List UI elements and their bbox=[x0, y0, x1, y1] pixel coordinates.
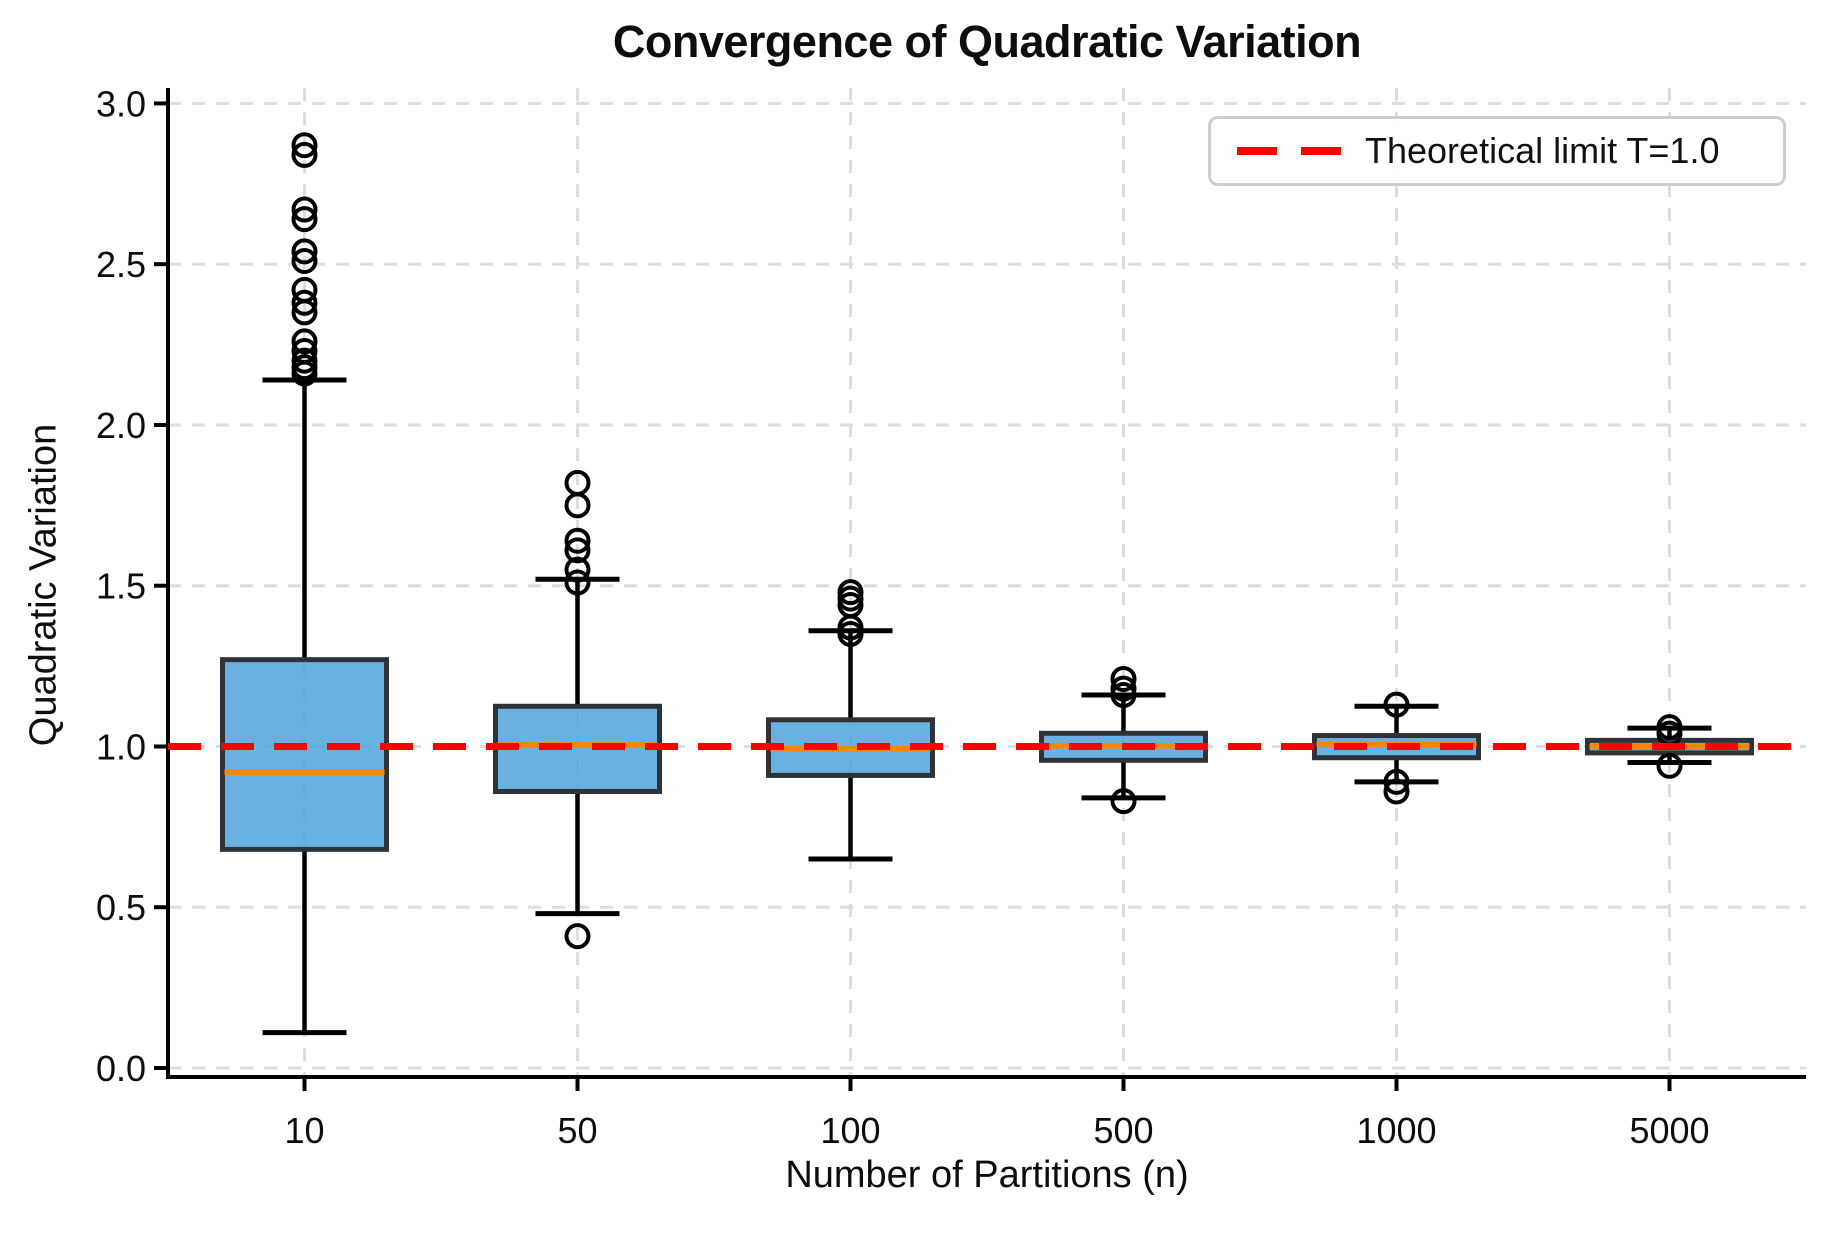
legend-label: Theoretical limit T=1.0 bbox=[1365, 130, 1720, 171]
outlier-marker bbox=[291, 132, 318, 159]
outlier-marker bbox=[291, 360, 318, 387]
legend-box: Theoretical limit T=1.0 bbox=[1208, 116, 1786, 186]
x-tick-label: 10 bbox=[284, 1110, 324, 1151]
x-tick-label: 500 bbox=[1093, 1110, 1153, 1151]
outlier-marker bbox=[564, 527, 591, 554]
y-tick-label: 1.5 bbox=[96, 566, 146, 607]
x-tick-label: 5000 bbox=[1629, 1110, 1709, 1151]
legend-dashed-line-icon bbox=[1237, 147, 1341, 155]
outlier-marker bbox=[1110, 682, 1137, 709]
y-tick-label: 0.0 bbox=[96, 1048, 146, 1089]
outlier-marker bbox=[837, 620, 864, 647]
box-10 bbox=[220, 657, 389, 852]
y-tick-label: 2.5 bbox=[96, 244, 146, 285]
outlier-marker bbox=[291, 299, 318, 326]
outlier-marker bbox=[1383, 768, 1410, 795]
outlier-marker bbox=[291, 206, 318, 233]
outlier-marker bbox=[564, 569, 591, 596]
outlier-marker bbox=[564, 556, 591, 583]
box-50 bbox=[493, 703, 662, 794]
outlier-marker bbox=[1110, 665, 1137, 692]
outlier-marker bbox=[1110, 788, 1137, 815]
outlier-marker bbox=[564, 537, 591, 564]
outlier-marker bbox=[291, 238, 318, 265]
outlier-marker bbox=[291, 328, 318, 355]
outlier-marker bbox=[291, 196, 318, 223]
y-tick-label: 2.0 bbox=[96, 405, 146, 446]
outlier-marker bbox=[564, 923, 591, 950]
outlier-marker bbox=[291, 141, 318, 168]
y-tick-label: 0.5 bbox=[96, 887, 146, 928]
y-tick-label: 3.0 bbox=[96, 83, 146, 124]
outlier-marker bbox=[291, 247, 318, 274]
x-tick-label: 100 bbox=[820, 1110, 880, 1151]
outlier-marker bbox=[1656, 752, 1683, 779]
outlier-marker bbox=[291, 289, 318, 316]
outlier-marker bbox=[1383, 778, 1410, 805]
x-tick-label: 1000 bbox=[1356, 1110, 1436, 1151]
y-tick-label: 1.0 bbox=[96, 726, 146, 767]
outlier-marker bbox=[564, 492, 591, 519]
x-axis-title: Number of Partitions (n) bbox=[785, 1154, 1189, 1196]
x-tick-label: 50 bbox=[557, 1110, 597, 1151]
outlier-marker bbox=[1383, 691, 1410, 718]
chart-title: Convergence of Quadratic Variation bbox=[612, 16, 1362, 67]
y-axis-title: Quadratic Variation bbox=[22, 423, 65, 747]
